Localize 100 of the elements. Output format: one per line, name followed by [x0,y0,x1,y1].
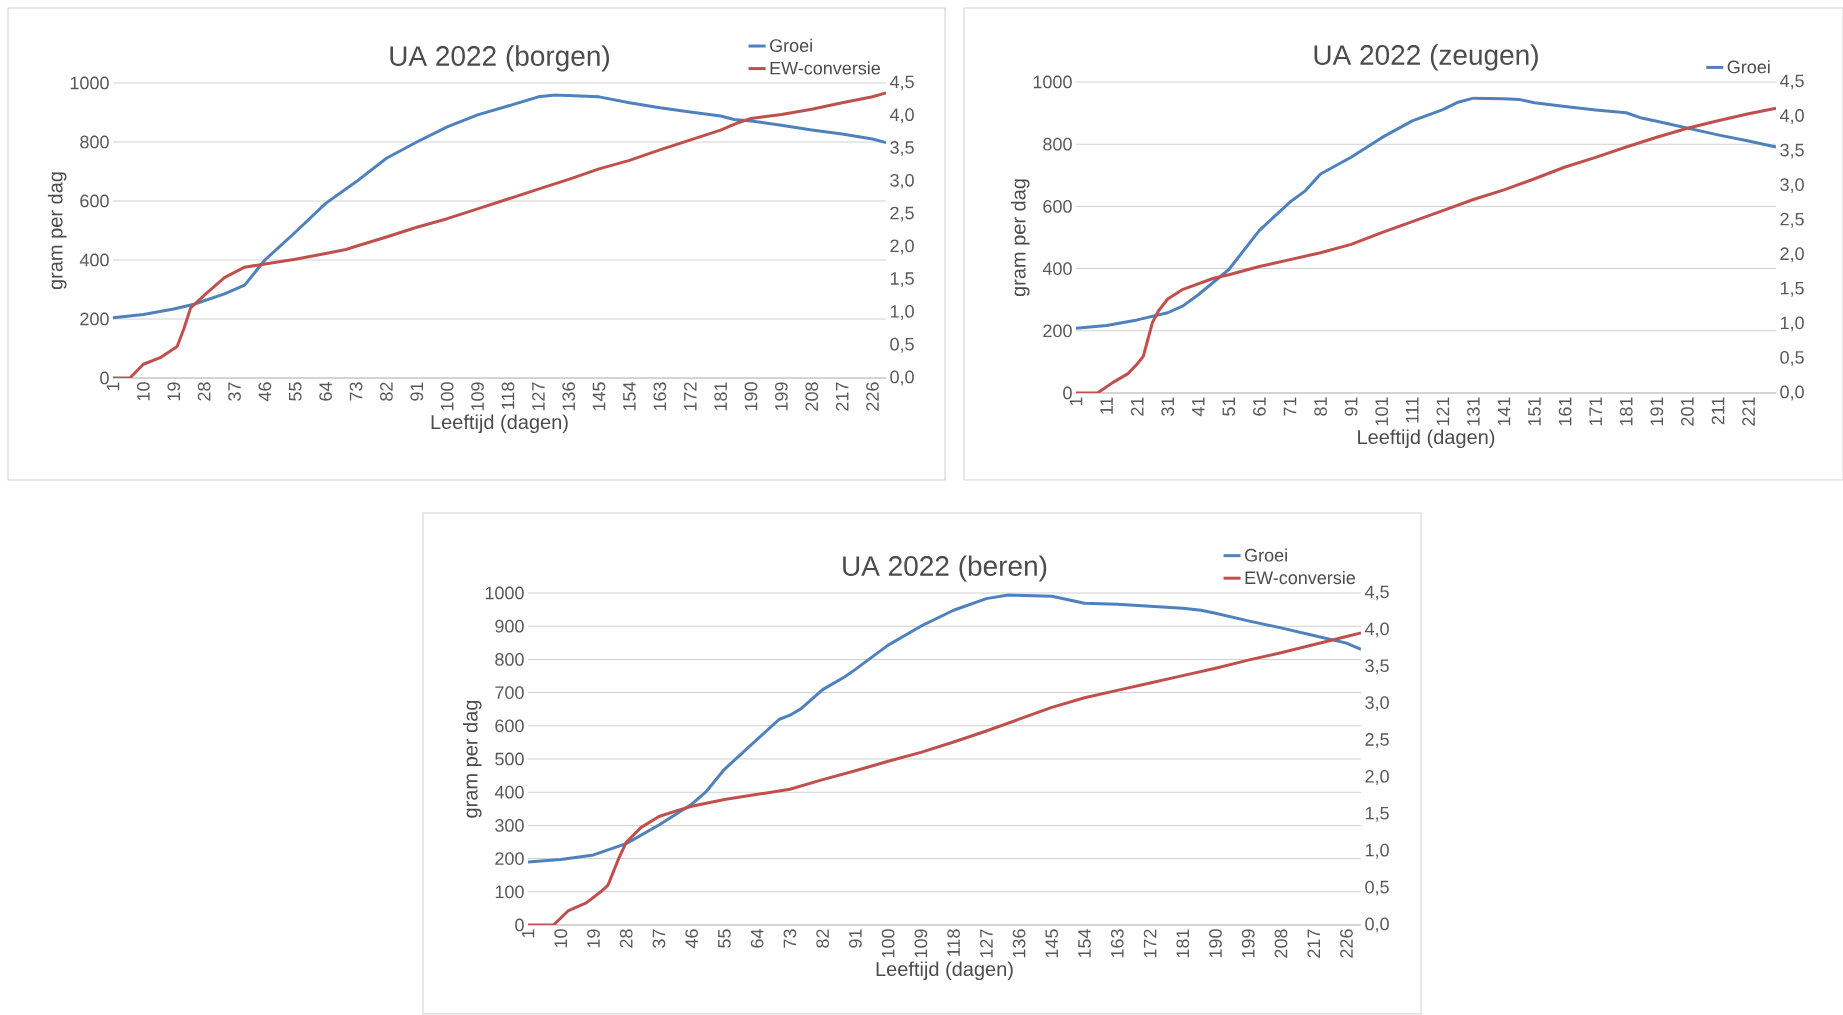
y2-tick-label: 3,0 [1365,696,1389,712]
x-tick-label: 217 [1307,929,1321,958]
y2-tick-label: 4,0 [1779,109,1804,124]
x-tick-label: 118 [947,929,960,956]
x-tick-label: 91 [849,929,862,948]
x-tick-label: 31 [1161,397,1175,416]
x-tick-label: 28 [197,382,211,401]
y-tick-label: 300 [495,819,524,832]
y-tick-label: 500 [495,752,524,766]
y2-tick-label: 1,5 [890,272,914,288]
x-tick-label: 19 [167,382,181,401]
y-tick-label: 900 [495,619,524,633]
y-tick-label: 600 [1043,200,1072,213]
x-tick-label: 118 [501,382,515,409]
x-tick-label: 73 [783,929,797,948]
y-tick-label: 400 [494,785,524,799]
x-tick-label: 145 [592,382,606,411]
y-tick-label: 200 [80,312,109,326]
x-tick-label: 100 [440,382,454,411]
y-tick-label: 800 [495,653,524,666]
x-tick-label: 226 [866,382,879,411]
x-tick-label: 46 [258,382,272,402]
y2-tick-label: 0,0 [890,370,914,386]
y2-tick-label: 2,5 [890,206,914,222]
x-tick-label: 163 [653,382,667,411]
y-tick-label: 600 [80,194,109,208]
y2-tick-label: 1,0 [1365,843,1389,859]
x-tick-label: 73 [349,382,363,401]
x-tick-label: 91 [1344,397,1358,416]
x-tick-label: 181 [1176,929,1190,958]
y2-tick-label: 4,0 [1364,622,1389,638]
x-tick-label: 28 [619,929,633,948]
x-tick-label: 154 [623,382,636,411]
x-tick-label: 21 [1130,397,1144,416]
x-axis-title: Leeftijd (dagen) [876,961,1013,981]
x-tick-label: 46 [685,929,699,949]
y2-tick-label: 0,5 [1780,350,1804,366]
x-tick-label: 10 [137,382,150,401]
x-tick-label: 191 [1650,397,1664,426]
x-tick-label: 136 [1012,929,1026,958]
x-tick-label: 127 [980,929,993,958]
line-series [113,93,887,320]
x-tick-label: 154 [1078,929,1091,958]
x-tick-label: 109 [914,929,928,958]
x-tick-label: 101 [1375,397,1389,426]
y-tick-label: 700 [495,686,524,699]
x-tick-label: 199 [1241,929,1255,958]
x-axis-title: Leeftijd (dagen) [431,414,568,434]
y2-tick-label: 1,5 [1780,281,1804,297]
x-tick-label: 109 [471,382,484,411]
x-tick-label: 163 [1110,929,1124,958]
y2-tick-label: 2,0 [1365,770,1389,785]
x-tick-label: 10 [554,929,568,948]
x-tick-label: 181 [1619,397,1633,426]
y-tick-label: 800 [80,135,109,149]
y2-tick-label: 3,0 [890,173,914,189]
y-tick-label: 1000 [1033,75,1072,89]
x-tick-label: 61 [1253,397,1266,416]
x-tick-label: 131 [1467,397,1480,426]
legend-label: EW-conversie [1245,570,1356,585]
x-axis-title: Leeftijd (dagen) [1358,429,1495,449]
x-tick-label: 201 [1680,397,1694,426]
y2-tick-label: 4,0 [889,108,914,124]
x-tick-label: 199 [774,382,788,411]
y2-tick-label: 2,0 [1780,247,1804,263]
y-tick-label: 200 [1043,324,1072,338]
y2-tick-label: 1,0 [1780,316,1804,332]
y2-tick-label: 0,5 [1365,880,1389,896]
x-tick-label: 51 [1222,397,1236,416]
y2-tick-label: 1,5 [1365,806,1389,822]
y-axis-title: gram per dag [1010,179,1030,297]
x-tick-label: 208 [1274,929,1288,958]
x-tick-label: 37 [652,929,666,948]
x-tick-label: 190 [744,382,758,411]
line-series [528,593,1362,864]
y-axis-title: gram per dag [47,172,67,290]
y-tick-label: 1000 [485,586,524,600]
y2-tick-label: 0,5 [890,337,914,353]
x-tick-label: 208 [805,382,819,411]
x-tick-label: 172 [683,382,697,411]
x-tick-label: 37 [228,382,241,401]
y-tick-label: 400 [79,253,109,267]
y2-tick-label: 4,5 [1364,585,1389,601]
x-tick-label: 82 [380,382,393,401]
y2-tick-label: 3,0 [1780,178,1804,194]
x-tick-label: 145 [1045,929,1059,958]
legend-label: Groei [1245,548,1287,562]
x-tick-label: 190 [1209,929,1222,958]
y-axis-title: gram per dag [462,700,482,818]
x-tick-label: 11 [1100,397,1113,414]
x-tick-label: 111 [1406,397,1419,423]
x-tick-label: 19 [587,929,600,948]
y-tick-label: 1000 [70,76,109,90]
y2-tick-label: 2,5 [1780,212,1804,228]
y2-tick-label: 0,0 [1780,385,1804,401]
x-tick-label: 55 [718,929,731,948]
chart-title: UA 2022 (borgen) [390,45,609,72]
y-tick-label: 400 [1042,262,1072,275]
x-tick-label: 82 [816,929,830,948]
x-tick-label: 64 [319,382,333,401]
